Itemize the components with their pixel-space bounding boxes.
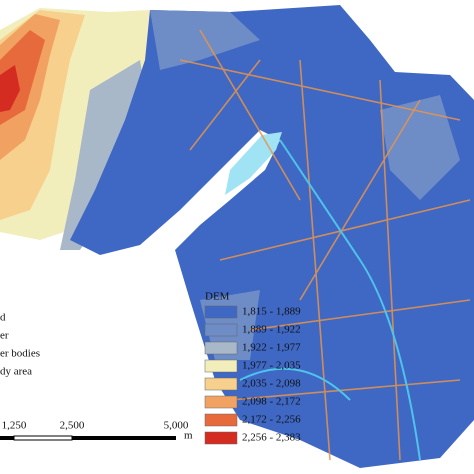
legend-label: er bodies [0, 348, 40, 360]
study-area [70, 5, 474, 468]
terrain-zone [0, 65, 20, 112]
legend-label: d [0, 312, 6, 324]
legend-swatch [204, 341, 238, 355]
dem-legend: 1,815 - 1,889 1,889 - 1,922 1,922 - 1,977 1… [204, 305, 301, 445]
scale-label: 5,000 [164, 420, 189, 432]
legend-swatch [204, 305, 238, 319]
scale-segment [13, 435, 73, 441]
legend-label: 2,172 - 2,256 [242, 414, 301, 426]
legend-swatch [204, 431, 238, 445]
legend-swatch [204, 413, 238, 427]
legend-label: 2,035 - 2,098 [242, 378, 301, 390]
legend-swatch [204, 377, 238, 391]
legend-swatch [204, 323, 238, 337]
legend-label: er [0, 330, 9, 342]
legend-swatch [204, 359, 238, 373]
terrain-zone [60, 60, 150, 250]
legend-label: 2,098 - 2,172 [242, 396, 301, 408]
legend-swatch [204, 395, 238, 409]
terrain-zone [380, 95, 460, 200]
scale-bar [0, 435, 176, 441]
river [239, 139, 421, 461]
layer-legend: d er er bodies dy area [0, 312, 40, 378]
legend-label: 1,977 - 2,035 [242, 360, 301, 372]
lake [225, 132, 282, 195]
scale-label: 2,500 [60, 420, 85, 432]
scale-unit: m [184, 430, 193, 442]
scale-segment [72, 436, 176, 440]
scale-label: 1,250 [2, 420, 27, 432]
legend-label: 2,256 - 2,383 [242, 432, 301, 444]
legend-label: dy area [0, 366, 32, 378]
legend-label: 1,922 - 1,977 [242, 342, 301, 354]
legend-label: 1,889 - 1,922 [242, 324, 301, 336]
road [179, 29, 471, 461]
legend-title: DEM [205, 291, 230, 303]
scale-segment [0, 436, 14, 440]
legend-label: 1,815 - 1,889 [242, 306, 301, 318]
